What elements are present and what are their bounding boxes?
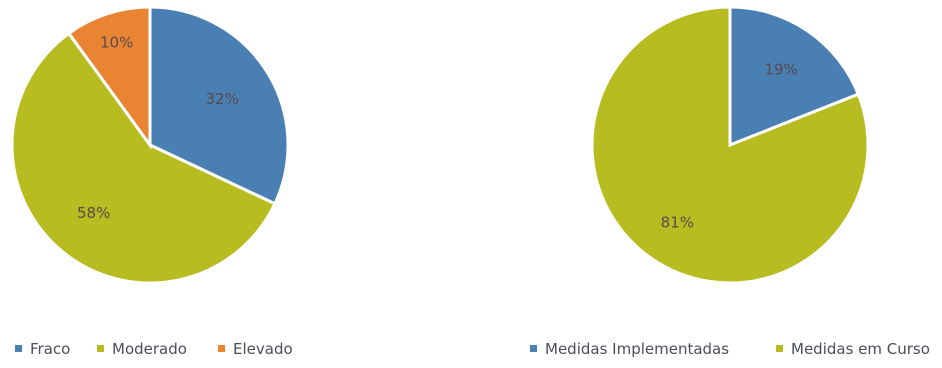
legend-label-medidas-implementadas: Medidas Implementadas (545, 340, 729, 358)
legend-swatch-medidas-em-curso (776, 345, 783, 352)
legend-label-moderado: Moderado (112, 340, 187, 358)
slice-fraco (148, 5, 290, 206)
legend-item-fraco: Fraco (15, 340, 70, 358)
measures-status-legend: Medidas Implementadas Medidas em Curso (530, 340, 930, 358)
legend-swatch-elevado (218, 345, 225, 352)
measures-status-pie-chart: 19% 81% (590, 5, 870, 285)
legend-item-moderado: Moderado (97, 340, 187, 358)
legend-item-medidas-em-curso: Medidas em Curso (776, 340, 930, 358)
slice-moderado (10, 31, 277, 285)
legend-label-elevado: Elevado (233, 340, 293, 358)
data-label-moderado: 58% (77, 204, 110, 222)
data-label-fraco: 32% (206, 90, 239, 108)
risk-level-legend: Fraco Moderado Elevado (15, 340, 293, 358)
data-label-medidas-implementadas: 19% (765, 61, 798, 79)
legend-item-medidas-implementadas: Medidas Implementadas (530, 340, 729, 358)
risk-level-pie-chart: 32% 58% 10% (10, 5, 290, 285)
slice-medidas-implementadas (728, 5, 861, 148)
legend-item-elevado: Elevado (218, 340, 293, 358)
legend-swatch-fraco (15, 345, 22, 352)
legend-swatch-medidas-implementadas (530, 345, 537, 352)
legend-label-medidas-em-curso: Medidas em Curso (791, 340, 930, 358)
legend-label-fraco: Fraco (30, 340, 70, 358)
slice-elevado (66, 5, 152, 150)
slice-medidas-em-curso (590, 5, 870, 285)
data-label-medidas-em-curso: 81% (661, 214, 694, 232)
data-label-elevado: 10% (100, 34, 133, 52)
legend-swatch-moderado (97, 345, 104, 352)
